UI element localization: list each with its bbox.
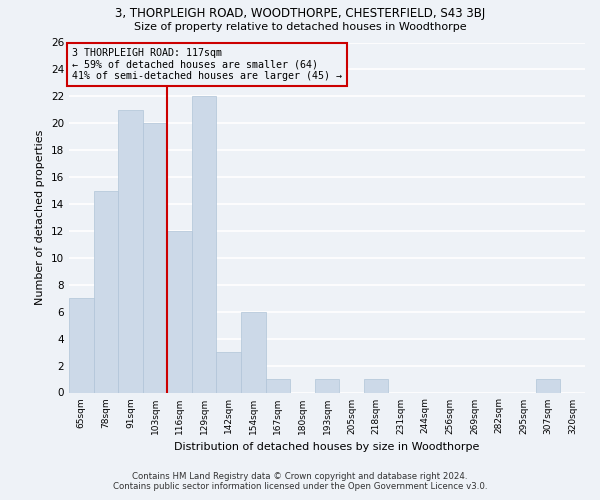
Bar [192,96,217,393]
Text: 3 THORPLEIGH ROAD: 117sqm
← 59% of detached houses are smaller (64)
41% of semi-: 3 THORPLEIGH ROAD: 117sqm ← 59% of detac… [71,48,341,81]
Bar [315,379,339,392]
Bar [167,231,192,392]
Bar [143,124,167,392]
Bar [364,379,388,392]
X-axis label: Distribution of detached houses by size in Woodthorpe: Distribution of detached houses by size … [175,442,479,452]
Bar [241,312,266,392]
Bar [217,352,241,393]
Bar [536,379,560,392]
Text: 3, THORPLEIGH ROAD, WOODTHORPE, CHESTERFIELD, S43 3BJ: 3, THORPLEIGH ROAD, WOODTHORPE, CHESTERF… [115,8,485,20]
Bar [94,190,118,392]
Bar [69,298,94,392]
Text: Contains HM Land Registry data © Crown copyright and database right 2024.
Contai: Contains HM Land Registry data © Crown c… [113,472,487,491]
Y-axis label: Number of detached properties: Number of detached properties [35,130,46,305]
Bar [118,110,143,393]
Text: Size of property relative to detached houses in Woodthorpe: Size of property relative to detached ho… [134,22,466,32]
Bar [266,379,290,392]
